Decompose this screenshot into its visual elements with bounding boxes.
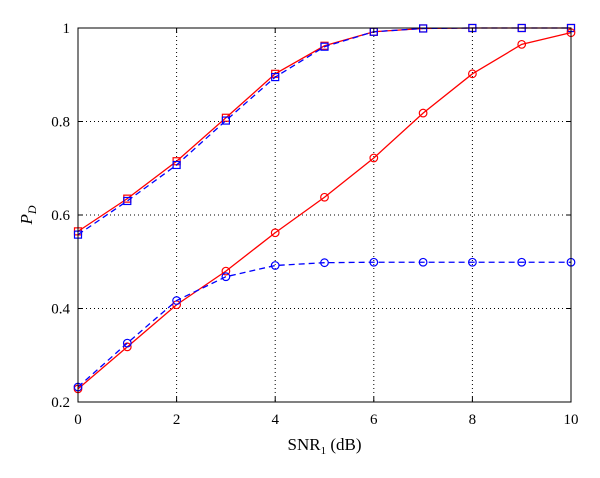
y-tick-label: 0.2	[51, 395, 70, 411]
data-point-square	[123, 196, 132, 206]
y-tick-label: 1	[63, 21, 71, 37]
data-point-square	[271, 72, 280, 82]
x-tick-label: 8	[469, 412, 477, 428]
series-line	[77, 261, 571, 388]
series-line	[77, 27, 571, 236]
x-tick-label: 0	[74, 412, 82, 428]
series-4	[73, 257, 576, 392]
data-point-circle	[320, 192, 329, 202]
y-tick-label: 0.8	[51, 115, 70, 131]
data-point-circle	[517, 39, 527, 49]
x-tick-label: 10	[564, 412, 579, 428]
x-tick-label: 2	[173, 412, 181, 428]
data-point-circle	[369, 257, 379, 267]
y-tick-label: 0.6	[51, 208, 70, 224]
x-tick-label: 4	[271, 412, 279, 428]
data-point-circle	[221, 266, 231, 276]
data-point-circle	[468, 257, 477, 267]
data-point-circle	[270, 228, 280, 238]
data-point-square	[172, 160, 181, 170]
y-tick-label: 0.4	[51, 302, 70, 318]
data-point-circle	[517, 257, 527, 267]
plot-background	[78, 28, 571, 402]
data-point-circle	[320, 258, 329, 268]
series-line	[77, 32, 572, 390]
data-point-circle	[468, 69, 477, 79]
x-axis-title: SNR1 (dB)	[288, 435, 362, 457]
data-point-circle	[270, 261, 280, 270]
y-axis-title: PD	[17, 205, 39, 225]
data-point-circle	[418, 108, 428, 118]
data-point-square	[221, 116, 230, 125]
data-point-circle	[172, 296, 182, 305]
data-point-circle	[369, 153, 379, 163]
data-point-circle	[221, 272, 231, 282]
x-tick-label: 6	[370, 412, 378, 428]
data-point-circle	[418, 257, 428, 267]
data-point-circle	[122, 338, 132, 348]
data-point-square	[320, 42, 329, 51]
axis-ticks: 0 2 4 6 8 10 0.2 0.4 0.6 0.8 1	[51, 21, 578, 428]
